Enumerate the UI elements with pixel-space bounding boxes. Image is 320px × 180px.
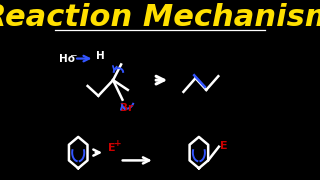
Text: Reaction Mechanism: Reaction Mechanism — [0, 3, 320, 32]
Text: E: E — [108, 143, 116, 153]
Text: H: H — [96, 51, 104, 61]
Text: +: + — [115, 139, 122, 148]
Text: Ho: Ho — [60, 54, 76, 64]
Text: Br: Br — [120, 103, 133, 112]
Text: −: − — [69, 50, 77, 59]
Text: E: E — [220, 141, 227, 151]
